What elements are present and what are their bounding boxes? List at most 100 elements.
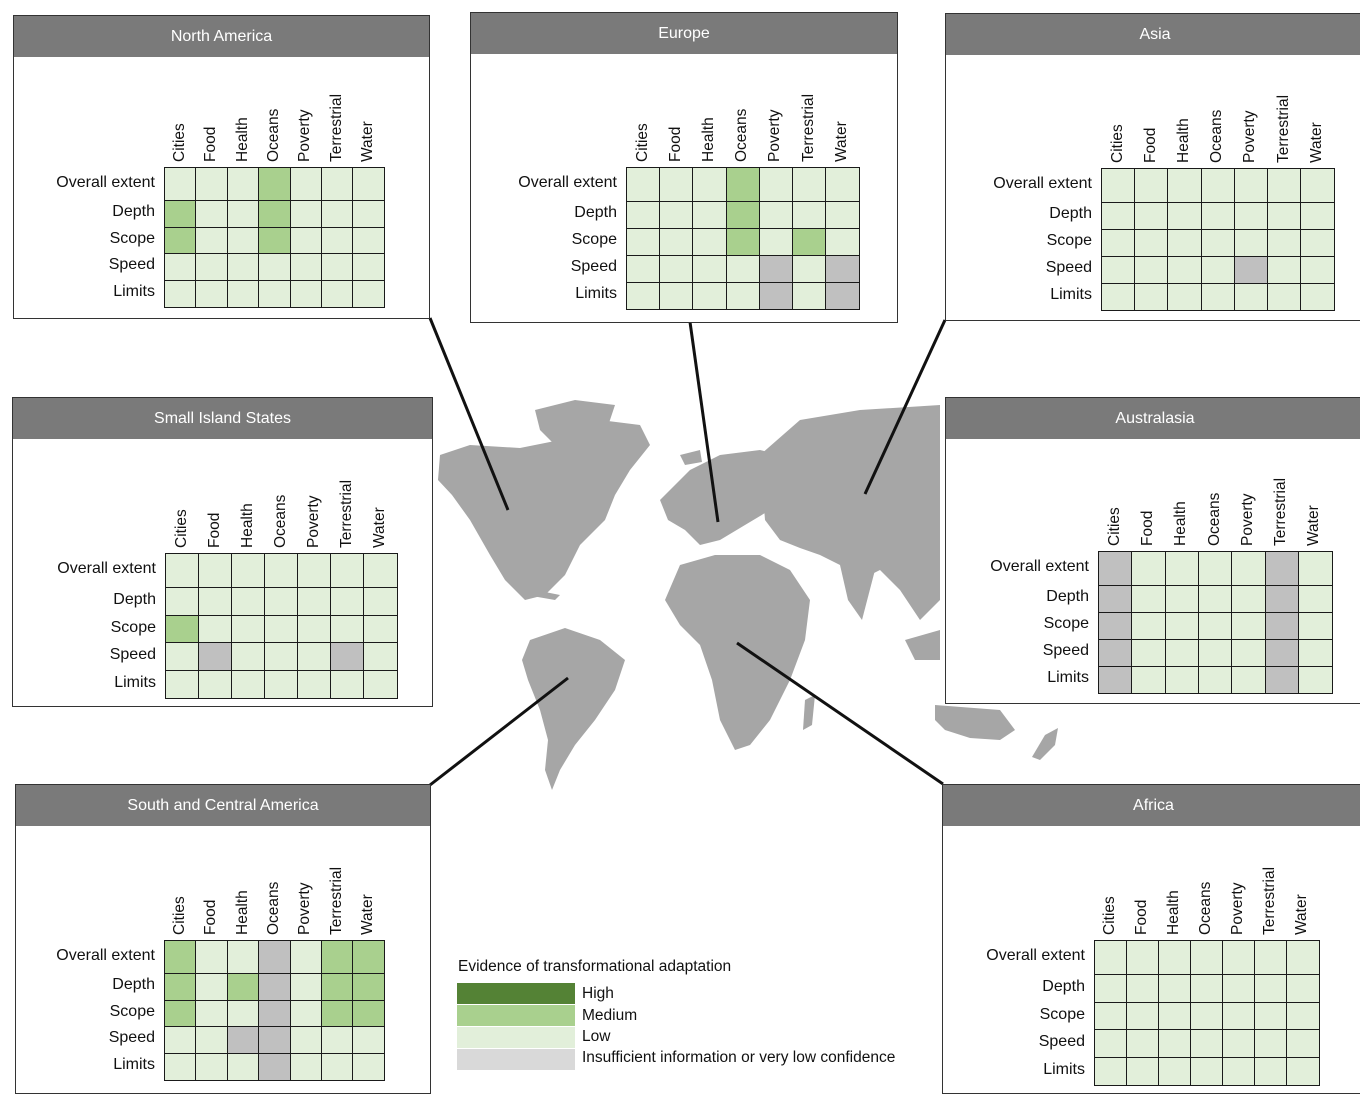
heatmap-cell — [692, 281, 728, 311]
heatmap-cell — [352, 940, 386, 975]
row-label: Overall extent — [986, 947, 1085, 965]
heatmap-cell — [1222, 1056, 1256, 1086]
heatmap-cell — [1167, 228, 1203, 258]
map-indonesia — [905, 630, 940, 660]
heatmap-cell — [659, 227, 694, 257]
row-label: Limits — [113, 282, 155, 300]
connector-africa — [736, 641, 944, 786]
heatmap-cell — [1101, 228, 1136, 258]
column-label: Poverty — [766, 109, 784, 162]
heatmap-cell — [1131, 665, 1167, 695]
map-caribbean — [532, 590, 560, 600]
heatmap-cell — [825, 167, 860, 203]
heatmap-cell — [164, 999, 197, 1028]
heatmap-cell — [352, 1026, 386, 1055]
heatmap-cell — [626, 281, 661, 311]
heatmap-cell — [226, 973, 260, 1002]
heatmap-cell — [297, 553, 332, 589]
heatmap-cell — [363, 669, 398, 699]
row-label: Scope — [1046, 232, 1092, 250]
heatmap-cell — [1131, 584, 1167, 614]
legend: Evidence of transformational adaptation … — [457, 956, 937, 1076]
heatmap-cell — [1094, 1029, 1128, 1059]
heatmap-cell — [1131, 611, 1167, 641]
region-panel-asia: Asia Cities Food Health Oceans Poverty Terrest… — [945, 13, 1360, 321]
column-label: Poverty — [296, 882, 314, 935]
legend-swatch-low — [457, 1027, 575, 1048]
heatmap-cell — [1134, 282, 1169, 312]
heatmap-cell — [758, 281, 794, 311]
heatmap-cell — [198, 587, 233, 617]
heatmap-cell — [1264, 584, 1300, 614]
heatmap-cell — [195, 200, 229, 229]
column-label: Terrestrial — [1272, 477, 1290, 546]
heatmap-cell — [758, 254, 794, 284]
heatmap-cell — [289, 279, 323, 308]
heatmap-cell — [195, 253, 229, 282]
heatmap-cell — [626, 254, 661, 284]
heatmap-cell — [330, 553, 365, 589]
heatmap-cell — [226, 253, 260, 282]
heatmap-cell — [1222, 1001, 1256, 1031]
heatmap-cell — [258, 167, 292, 202]
heatmap-cell — [1126, 1001, 1160, 1031]
heatmap-cell — [1098, 665, 1133, 695]
heatmap-cell — [1297, 611, 1333, 641]
row-label: Depth — [1049, 205, 1092, 223]
heatmap-cell — [1167, 201, 1203, 231]
heatmap-cell — [226, 200, 260, 229]
heatmap-cell — [659, 281, 694, 311]
heatmap-cell — [352, 973, 386, 1002]
column-label: Water — [1293, 894, 1310, 935]
heatmap-cell — [164, 940, 197, 975]
heatmap-cell — [1300, 282, 1335, 312]
map-india — [840, 565, 875, 620]
column-label: Health — [233, 890, 251, 935]
heatmap-cell — [626, 200, 661, 230]
column-label: Terrestrial — [799, 93, 817, 162]
heatmap-cell — [226, 1052, 260, 1081]
row-label: Speed — [109, 646, 156, 664]
region-panel-europe: Europe Cities Food Health Oceans Poverty Terre… — [470, 12, 898, 323]
heatmap-cell — [1158, 1056, 1192, 1086]
row-label: Speed — [1045, 259, 1092, 277]
heatmap-cell — [1286, 1001, 1320, 1031]
heatmap-cell — [1264, 638, 1300, 668]
column-label: Terrestrial — [337, 479, 355, 548]
column-label: Oceans — [271, 494, 289, 548]
column-label: Health — [700, 117, 717, 162]
heatmap-cell — [297, 669, 332, 699]
heatmap-cell — [330, 642, 365, 672]
heatmap-cell — [1158, 1029, 1192, 1059]
row-label: Overall extent — [518, 173, 617, 191]
heatmap-cell — [792, 200, 827, 230]
heatmap-cell — [165, 553, 200, 589]
heatmap-cell — [1167, 255, 1203, 285]
heatmap-cell — [195, 226, 229, 255]
heatmap-cell — [264, 669, 299, 699]
heatmap-cell — [1233, 168, 1269, 204]
heatmap-cell — [1094, 1056, 1128, 1086]
column-label: Poverty — [1229, 882, 1246, 935]
heatmap-cell — [1094, 940, 1128, 976]
column-label: Oceans — [1208, 109, 1226, 163]
heatmap-cell — [321, 973, 354, 1002]
region-title: Asia — [946, 14, 1360, 55]
heatmap-cell — [1197, 665, 1233, 695]
column-label: Water — [359, 894, 377, 935]
heatmap-cell — [164, 200, 197, 229]
row-label: Limits — [1043, 1060, 1085, 1078]
heatmap-cell — [226, 940, 260, 975]
heatmap-cell — [231, 614, 266, 644]
column-label: Food — [1138, 510, 1156, 546]
heatmap-cell — [264, 642, 299, 672]
heatmap-cell — [164, 226, 197, 255]
heatmap-cell — [1126, 974, 1160, 1004]
heatmap-cell — [1233, 255, 1269, 285]
column-label: Health — [1165, 890, 1182, 935]
heatmap-cell — [1131, 638, 1167, 668]
heatmap-cell — [1197, 638, 1233, 668]
heatmap-cell — [289, 167, 323, 202]
column-label: Cities — [1105, 507, 1123, 546]
